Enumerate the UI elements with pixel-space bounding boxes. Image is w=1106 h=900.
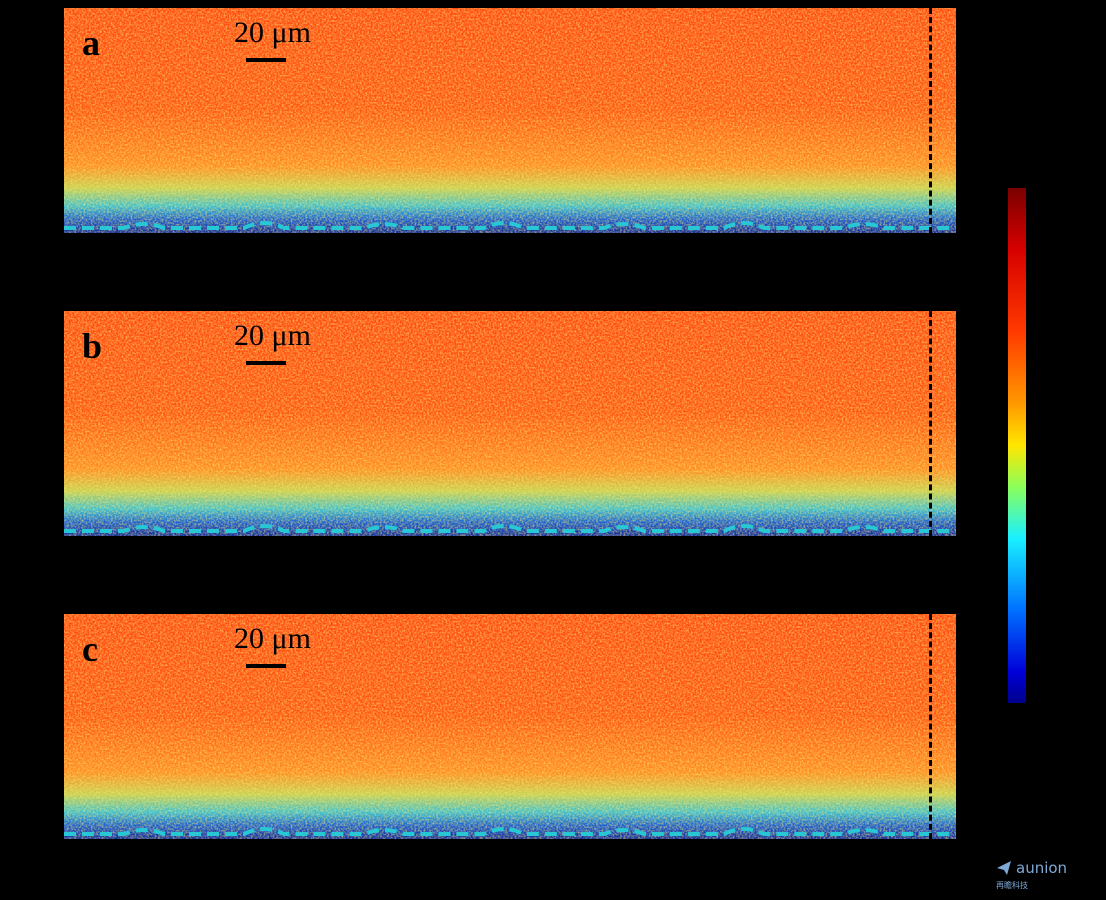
dashed-vertical-line — [929, 311, 932, 536]
colormap-image — [64, 8, 956, 233]
logo-subtitle: 再瞻科技 — [996, 881, 1028, 890]
colorbar — [1008, 188, 1026, 703]
panel-label: c — [82, 629, 98, 669]
dashed-vertical-line — [929, 8, 932, 233]
panel-c: c 20 μm — [64, 614, 956, 839]
panel-label: b — [82, 326, 103, 366]
scale-bar — [246, 58, 286, 62]
scale-bar — [246, 361, 286, 365]
panel-label: a — [82, 23, 100, 63]
boundary-line — [64, 221, 956, 230]
scale-label: 20 μm — [234, 622, 311, 655]
panel-b: b 20 μm — [64, 311, 956, 536]
dashed-vertical-line — [929, 614, 932, 839]
colormap-image — [64, 311, 956, 536]
boundary-line — [64, 827, 956, 836]
logo-icon — [997, 861, 1011, 875]
watermark-logo: aunion 再瞻科技 — [996, 860, 1067, 893]
scale-label: 20 μm — [234, 16, 311, 49]
scale-label: 20 μm — [234, 319, 311, 352]
colormap-image — [64, 614, 956, 839]
logo-name: aunion — [1016, 859, 1068, 877]
scale-bar — [246, 664, 286, 668]
panel-a: a 20 μm — [64, 8, 956, 233]
boundary-line — [64, 524, 956, 533]
